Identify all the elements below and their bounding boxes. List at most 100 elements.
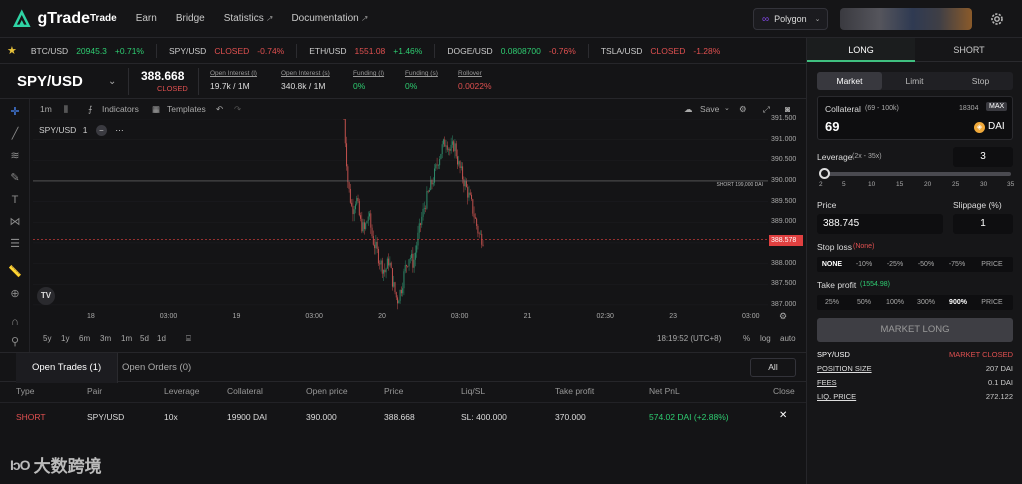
tradingview-logo[interactable]: TV (37, 287, 55, 305)
tp-option[interactable]: 900% (949, 299, 967, 306)
sl-option[interactable]: NONE (821, 261, 843, 268)
chevron-down-icon[interactable]: ⌄ (108, 76, 117, 87)
templates-button[interactable]: Templates (167, 104, 206, 114)
range-5y[interactable]: 5y (43, 334, 52, 343)
ticker-item[interactable]: TSLA/USD CLOSED -1.28% (601, 44, 732, 58)
range-1d[interactable]: 1d (157, 334, 166, 343)
sl-option[interactable]: -50% (917, 261, 935, 268)
forecast-icon[interactable]: ☰ (10, 238, 20, 250)
range-1y[interactable]: 1y (61, 334, 70, 343)
settings-icon[interactable]: ⚙ (739, 104, 747, 114)
ticker-item[interactable]: DOGE/USD 0.0808700 -0.76% (447, 43, 589, 58)
candle-body (463, 179, 465, 187)
tp-option[interactable]: 300% (917, 299, 935, 306)
tab-short[interactable]: SHORT (915, 38, 1022, 62)
time-axis[interactable]: 18 03:00 19 03:00 20 03:00 21 02:30 23 03:00 (33, 313, 768, 327)
sl-option[interactable]: -25% (886, 261, 904, 268)
log-toggle[interactable]: log (760, 334, 771, 343)
nav-bridge[interactable]: Bridge (175, 13, 205, 24)
sl-option[interactable]: -10% (855, 261, 873, 268)
candlestick-plot[interactable]: SHORT 199,000 DAI (33, 119, 768, 329)
range-1m[interactable]: 1m (121, 334, 133, 343)
nav-trade[interactable]: Trade (90, 13, 117, 24)
redo-icon[interactable]: ↷ (234, 104, 242, 114)
ticker-item[interactable]: BTC/USD 20945.3 +0.71% (31, 43, 157, 58)
brush-icon[interactable]: ✎ (10, 172, 20, 184)
ticker-item[interactable]: SPY/USD CLOSED -0.74% (169, 43, 298, 58)
order-type-limit[interactable]: Limit (905, 76, 924, 86)
ticker-item[interactable]: ETH/USD 1551.08 +1.46% (309, 43, 436, 58)
leverage-input[interactable]: 3 (953, 147, 1013, 167)
pair-selector[interactable]: SPY/USD (17, 73, 83, 90)
logo[interactable]: gTrade (12, 8, 90, 29)
tab-open-orders[interactable]: Open Orders (0) (122, 362, 192, 373)
nav-earn[interactable]: Earn (135, 13, 157, 24)
candle-body (473, 213, 475, 218)
undo-icon[interactable]: ↶ (216, 104, 224, 114)
percent-toggle[interactable]: % (743, 334, 751, 343)
save-button[interactable]: Save (700, 104, 720, 114)
order-type-stop[interactable]: Stop (971, 76, 990, 86)
auto-toggle[interactable]: auto (780, 334, 796, 343)
collateral-input[interactable]: 69 (825, 119, 840, 134)
cloud-icon[interactable]: ☁ (684, 104, 693, 114)
text-icon[interactable]: T (11, 194, 19, 206)
tab-open-trades[interactable]: Open Trades (1) (16, 353, 119, 383)
leverage-slider[interactable] (819, 168, 1011, 179)
nav-documentation[interactable]: Documentation ↗ (291, 13, 367, 24)
trendline-icon[interactable]: ╱ (11, 128, 19, 140)
sl-option[interactable]: PRICE (981, 261, 1003, 268)
table-row[interactable]: SHORT SPY/USD 10x 19900 DAI 390.000 388.… (0, 402, 806, 428)
ruler-icon[interactable]: 📏 (8, 266, 22, 278)
crosshair-icon[interactable]: ✛ (10, 106, 20, 118)
chevron-down-icon[interactable]: ⌄ (724, 105, 730, 112)
slider-handle[interactable] (819, 168, 830, 179)
collateral-box[interactable]: Collateral (69 - 100k) 18304 MAX 69 ◈ DA… (817, 96, 1013, 140)
ticker-status: CLOSED (214, 45, 250, 56)
lock-icon[interactable]: ⚲ (10, 336, 20, 348)
magnet-icon[interactable]: ∩ (11, 316, 19, 328)
fib-icon[interactable]: ≋ (10, 150, 20, 162)
range-3m[interactable]: 3m (100, 334, 112, 343)
axis-settings-icon[interactable]: ⚙ (779, 311, 788, 321)
sl-option[interactable]: -75% (948, 261, 966, 268)
price-input[interactable]: 388.745 (817, 214, 943, 234)
candle-body (348, 182, 350, 189)
gear-icon[interactable] (989, 11, 1005, 27)
range-5d[interactable]: 5d (140, 334, 149, 343)
price-axis[interactable]: 391.500 391.000 390.500 390.000 389.500 389.0… (768, 115, 806, 329)
interval-button[interactable]: 1m (40, 104, 52, 114)
order-type-market[interactable]: Market (817, 72, 882, 90)
zoom-icon[interactable]: ⊕ (10, 288, 20, 300)
range-6m[interactable]: 6m (79, 334, 91, 343)
star-icon[interactable]: ★ (7, 45, 17, 57)
tp-option[interactable]: 100% (886, 299, 904, 306)
tp-option[interactable]: PRICE (981, 299, 1003, 306)
tp-option[interactable]: 25% (824, 299, 839, 306)
tab-long[interactable]: LONG (807, 38, 915, 62)
market-long-button[interactable]: MARKET LONG (817, 318, 1013, 342)
tp-option[interactable]: 50% (856, 299, 871, 306)
network-selector[interactable]: ∞ Polygon ⌄ (753, 8, 828, 30)
fullscreen-icon[interactable]: ⤢ (763, 104, 770, 114)
top-bar: gTrade Trade Earn Bridge Statistics ↗ Doc… (0, 0, 1022, 38)
pattern-icon[interactable]: ⋈ (9, 216, 21, 228)
indicators-button[interactable]: Indicators (102, 104, 139, 114)
max-button[interactable]: MAX (986, 102, 1008, 111)
candle-body (386, 258, 388, 269)
candle-type-icon[interactable]: ⫼ (64, 104, 68, 114)
camera-icon[interactable]: ◙ (785, 104, 791, 114)
templates-icon[interactable]: ▦ (152, 104, 161, 114)
minus-icon[interactable]: − (95, 125, 107, 136)
more-icon[interactable]: ⋯ (115, 125, 124, 135)
ticker-pair: SPY/USD (169, 45, 207, 56)
close-trade-icon[interactable]: ✕ (779, 410, 788, 421)
slippage-input[interactable]: 1 (953, 214, 1013, 234)
col-collateral: Collateral (227, 386, 263, 396)
nav-statistics[interactable]: Statistics ↗ (224, 13, 273, 24)
filter-all-button[interactable]: All (750, 358, 796, 377)
wallet-address-button[interactable] (840, 8, 972, 30)
indicators-icon[interactable]: ⨍ (88, 104, 93, 114)
candle-body (418, 223, 420, 233)
date-range-icon[interactable]: ⌸ (186, 334, 191, 343)
